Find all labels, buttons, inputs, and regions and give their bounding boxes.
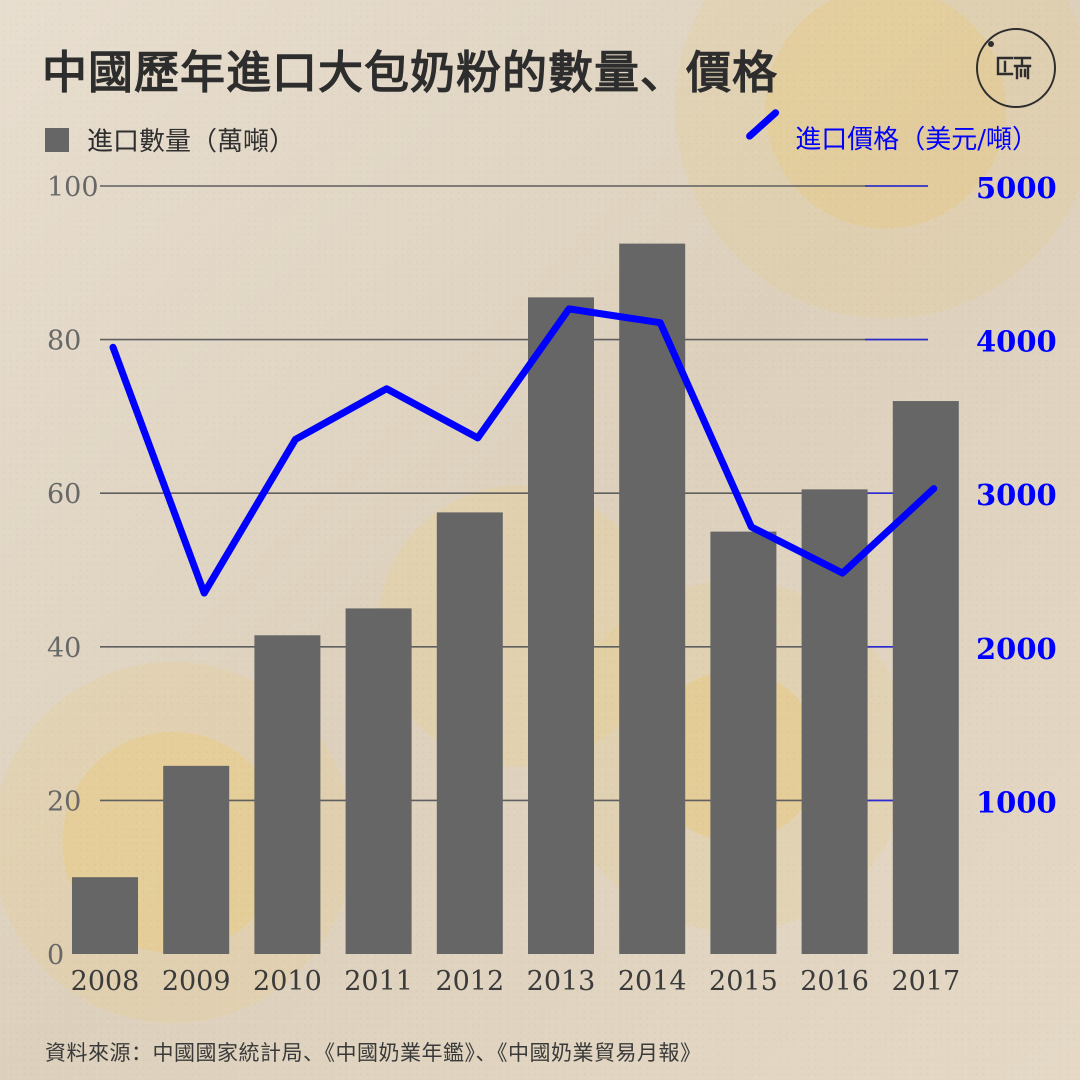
x-axis-tick-label: 2012 xyxy=(435,966,504,997)
labels-layer: 0 20 40 60 80 100 1000 2000 3000 4000 5000 2008 2009… xyxy=(47,171,1057,997)
quantity-bar-2015 xyxy=(710,531,777,954)
price-legend-label: 進口價格（美元/噸） xyxy=(795,124,1038,155)
line-layer xyxy=(109,305,938,597)
x-axis-tick-label: 2015 xyxy=(709,966,778,997)
quantity-legend: 進口數量（萬噸） xyxy=(45,121,295,158)
logo-icon xyxy=(996,56,1032,80)
bar-legend-swatch xyxy=(45,127,69,152)
left-axis-tick-label: 80 xyxy=(47,326,81,357)
x-axis-tick-label: 2011 xyxy=(344,966,413,997)
quantity-bar-2012 xyxy=(436,512,503,954)
x-axis-tick-label: 2017 xyxy=(891,966,960,997)
bars-layer xyxy=(72,243,959,955)
x-axis-tick-label: 2013 xyxy=(527,966,596,997)
right-axis-tick-label: 1000 xyxy=(976,785,1057,819)
right-axis-tick-label: 2000 xyxy=(976,632,1057,666)
quantity-bar-2017 xyxy=(892,401,959,954)
left-axis-tick-label: 0 xyxy=(47,940,64,971)
right-axis-tick-label: 5000 xyxy=(976,171,1057,205)
chart-title: 中國歷年進口大包奶粉的數量、價格 xyxy=(42,46,779,99)
right-axis-tick-label: 4000 xyxy=(976,325,1057,359)
left-axis-tick-label: 20 xyxy=(47,786,81,817)
right-axis-tick-label: 3000 xyxy=(976,478,1057,512)
left-axis-tick-label: 100 xyxy=(47,172,99,203)
brand-logo xyxy=(976,28,1056,108)
price-line xyxy=(109,305,938,597)
x-axis-tick-label: 2008 xyxy=(71,966,140,997)
quantity-legend-label: 進口數量（萬噸） xyxy=(87,127,296,157)
quantity-bar-2010 xyxy=(254,635,321,954)
x-axis-tick-label: 2010 xyxy=(253,966,322,997)
left-axis-tick-label: 40 xyxy=(47,633,81,664)
quantity-bar-2009 xyxy=(163,765,230,954)
quantity-bar-2011 xyxy=(345,608,412,954)
logo-dot xyxy=(988,41,994,47)
price-legend: 進口價格（美元/噸） xyxy=(745,118,1038,156)
x-axis-tick-label: 2014 xyxy=(618,966,687,997)
left-axis-tick-label: 60 xyxy=(47,479,81,510)
quantity-bar-2008 xyxy=(72,877,138,954)
quantity-bar-2013 xyxy=(528,297,594,954)
source-note: 資料來源：中國國家統計局、《中國奶業年鑑》、《中國奶業貿易月報》 xyxy=(45,1042,702,1065)
x-axis-tick-label: 2009 xyxy=(162,966,231,997)
x-axis-tick-label: 2016 xyxy=(800,966,869,997)
